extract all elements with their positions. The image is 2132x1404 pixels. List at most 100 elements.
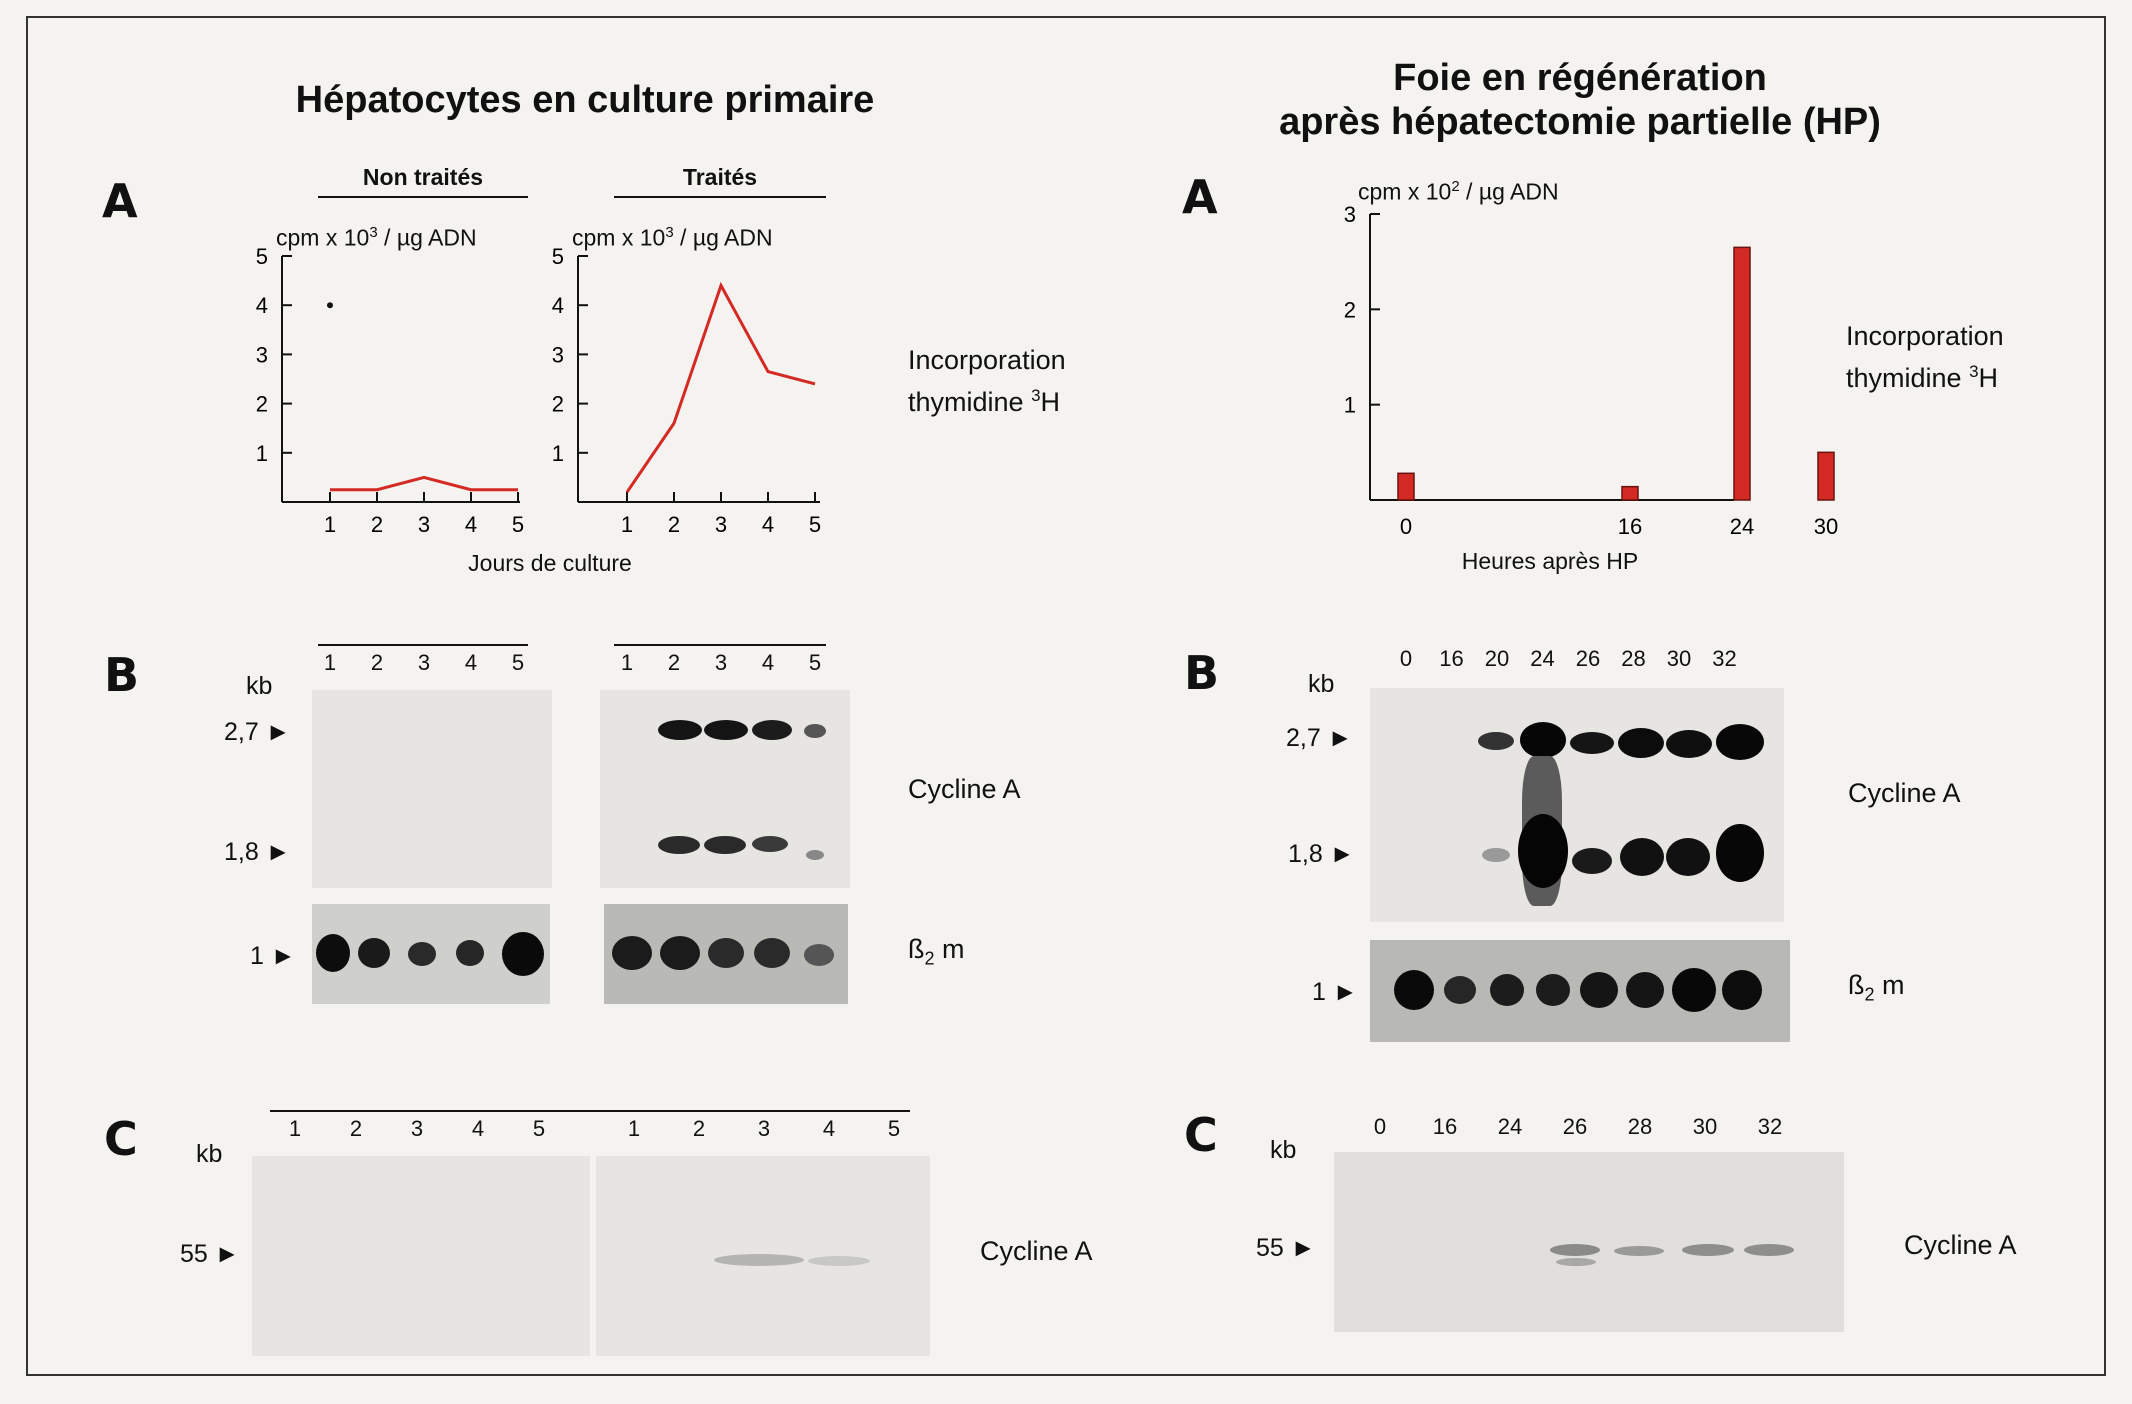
left-b-untreated-lane-2: 2 (370, 650, 384, 675)
treated-ytick-label-4: 4 (552, 293, 564, 318)
left-b-marker-1: 1 ► (250, 942, 296, 970)
band-treated-18-lane4 (752, 836, 788, 852)
left-b-untreated-lane-4: 4 (464, 650, 478, 675)
band-western-hp-30h (1682, 1244, 1734, 1256)
ylabel-hp: cpm x 102 / µg ADN (1358, 178, 1559, 206)
left-b-treated-lane-4: 4 (761, 650, 775, 675)
hp-ytick-label-3: 3 (1344, 202, 1356, 227)
left-b-marker-18-text: 1,8 (224, 838, 259, 866)
ylabel-hp-unit: / µg ADN (1459, 178, 1559, 205)
treated-xtick-label-5: 5 (809, 512, 821, 537)
band-western-hp-26h-lower (1556, 1258, 1596, 1266)
right-c-lane-0: 0 (1373, 1114, 1387, 1139)
untreated-ytick-label-5: 5 (256, 244, 268, 269)
left-panel-a-letter: A (102, 174, 138, 228)
left-c-label-cycline: Cycline A (980, 1236, 1093, 1266)
left-c-untreated-lane-4: 4 (471, 1116, 485, 1141)
right-side-line1: Incorporation (1846, 321, 2004, 351)
left-c-untreated-lane-3: 3 (410, 1116, 424, 1141)
band-western-treated-lane4 (808, 1256, 870, 1266)
left-b-kb: kb (246, 672, 273, 700)
treated-ytick-label-1: 1 (552, 441, 564, 466)
northern-blot-untreated (312, 690, 552, 888)
treated-ytick-label-3: 3 (552, 342, 564, 367)
right-b-lane-24: 24 (1530, 646, 1555, 671)
untreated-xtick-label-2: 2 (371, 512, 383, 537)
hp-xtick-label-0: 0 (1400, 514, 1412, 539)
left-b-marker-27-text: 2,7 (224, 718, 259, 746)
left-b-treated-lane-5: 5 (808, 650, 822, 675)
group-rule-untreated (318, 196, 528, 198)
band-treated-27-lane4 (752, 720, 792, 740)
untreated-ytick-label-3: 3 (256, 342, 268, 367)
band-b2m-untreated-1 (316, 934, 350, 972)
right-panel-b-letter: B (1184, 646, 1220, 700)
band-hp-b2m-32h (1722, 970, 1762, 1010)
band-western-hp-32h (1744, 1244, 1794, 1256)
treated-ytick-label-5: 5 (552, 244, 564, 269)
left-c-treated-lane-1: 1 (627, 1116, 641, 1141)
left-title: Hépatocytes en culture primaire (295, 79, 875, 121)
ylabel-treated-unit: / µg ADN (673, 224, 773, 251)
left-panel-b-letter: B (104, 648, 140, 702)
left-c-untreated-lane-2: 2 (349, 1116, 363, 1141)
band-treated-27-lane2 (658, 720, 702, 740)
band-treated-18-lane5 (806, 850, 824, 860)
ylabel-treated-exp: 3 (665, 224, 674, 241)
right-c-lane-24: 24 (1497, 1114, 1523, 1139)
ylabel-hp-text: cpm x 10 (1358, 178, 1452, 205)
right-b-label-b2m: ß2 m (1848, 970, 1905, 1005)
ylabel-untreated-unit: / µg ADN (377, 224, 477, 251)
right-c-marker-55: 55 ► (1256, 1234, 1316, 1262)
band-western-treated-lane3 (714, 1254, 804, 1266)
western-blot-hp (1334, 1152, 1844, 1332)
hp-bar-0 (1397, 472, 1415, 501)
treated-xtick-label-3: 3 (715, 512, 727, 537)
band-hp-27-30h (1666, 730, 1712, 758)
group-label-treated: Traités (682, 164, 758, 190)
treated-xtick-label-2: 2 (668, 512, 680, 537)
left-b-treated-lane-1: 1 (620, 650, 634, 675)
band-hp-27-26h (1570, 732, 1614, 754)
left-side-end: H (1040, 387, 1061, 417)
right-c-label-cycline: Cycline A (1904, 1230, 2017, 1260)
western-blot-untreated (252, 1156, 590, 1356)
band-b2m-untreated-2 (358, 938, 390, 968)
hp-bar-30 (1817, 451, 1835, 501)
group-rule-treated (614, 196, 826, 198)
left-b-label-b2m: ß2 m (908, 934, 965, 969)
left-side-line2: thymidine 3H (908, 378, 1066, 420)
right-b-label-cycline: Cycline A (1848, 778, 1961, 808)
band-hp-27-28h (1618, 728, 1664, 758)
right-c-lane-30: 30 (1692, 1114, 1718, 1139)
band-hp-27-24h (1520, 722, 1566, 758)
band-b2m-treated-1 (612, 936, 652, 970)
band-treated-18-lane3 (704, 836, 746, 854)
right-b-marker-18: 1,8 ► (1288, 840, 1355, 868)
right-side-line2-text: thymidine (1846, 363, 1970, 393)
right-c-lane-28: 28 (1627, 1114, 1653, 1139)
left-side-exp: 3 (1031, 386, 1041, 405)
right-b-marker-27: 2,7 ► (1286, 724, 1353, 752)
right-b2m-sub: 2 (1864, 984, 1875, 1005)
left-b2m-end: m (934, 934, 965, 964)
treated-series-line (625, 281, 816, 494)
band-hp-18-28h (1620, 838, 1664, 876)
untreated-xtick-label-1: 1 (324, 512, 336, 537)
band-treated-27-lane3 (704, 720, 748, 740)
right-b-marker-1-text: 1 (1312, 978, 1326, 1006)
right-b-lane-30: 30 (1666, 646, 1692, 671)
left-b-treated-lane-3: 3 (714, 650, 728, 675)
northern-blot-b2m-untreated (312, 904, 550, 1004)
left-c-untreated-lane-5: 5 (532, 1116, 546, 1141)
band-treated-18-lane2 (658, 836, 700, 854)
left-b2m-sub: 2 (924, 948, 935, 969)
untreated-series-line (330, 475, 518, 492)
right-b-lane-32: 32 (1712, 646, 1737, 671)
right-c-lane-26: 26 (1562, 1114, 1588, 1139)
northern-blot-b2m-treated (604, 904, 848, 1004)
band-b2m-treated-4 (754, 938, 790, 968)
treated-xtick-label-4: 4 (762, 512, 774, 537)
band-hp-18-24h (1518, 814, 1568, 888)
